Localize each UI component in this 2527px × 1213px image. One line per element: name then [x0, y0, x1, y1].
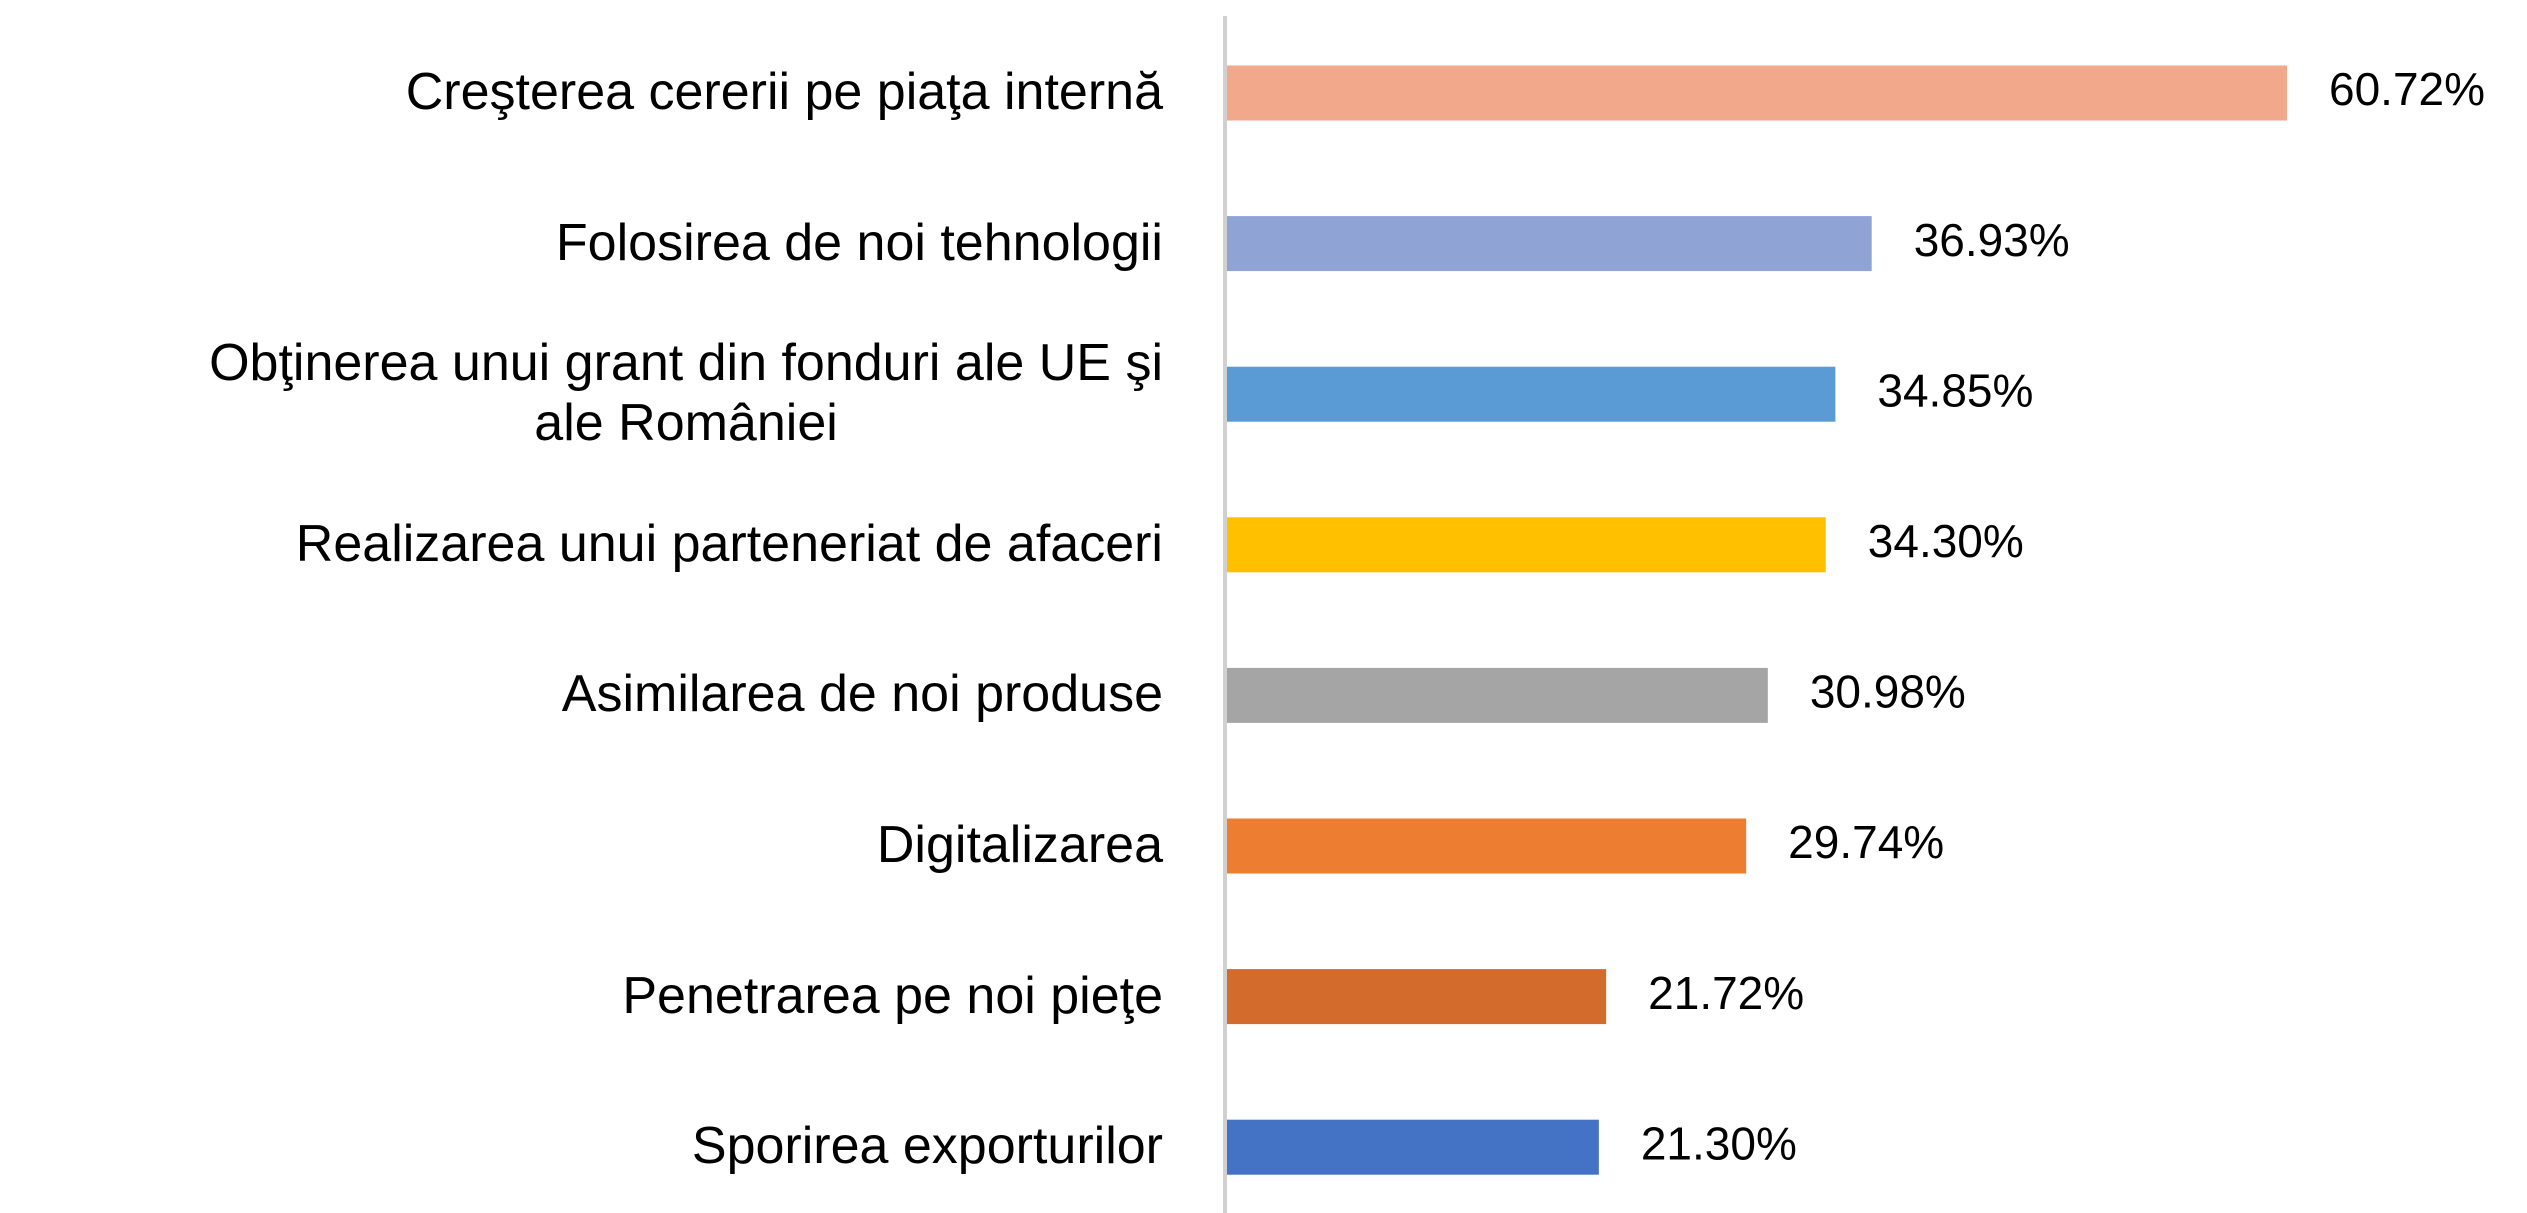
value-label: 29.74% [1788, 816, 1944, 868]
bar [1227, 969, 1607, 1025]
value-label: 21.72% [1648, 967, 1804, 1019]
value-label: 34.85% [1877, 364, 2033, 416]
category-label: Asimilarea de noi produse [561, 665, 1163, 724]
value-label: 34.30% [1868, 515, 2024, 567]
category-label: Penetrarea pe noi pieţe [622, 966, 1163, 1025]
bar [1227, 1119, 1599, 1175]
value-label: 36.93% [1914, 214, 2070, 266]
category-label: Sporirea exporturilor [691, 1117, 1163, 1176]
bar [1227, 818, 1747, 874]
value-label: 30.98% [1810, 666, 1966, 718]
category-label: Creşterea cererii pe piaţa internă [405, 63, 1163, 122]
category-label: Realizarea unui parteneriat de afaceri [295, 514, 1163, 573]
bar [1227, 65, 2287, 121]
value-label: 60.72% [2329, 63, 2485, 115]
bar [1227, 667, 1768, 723]
category-label: Folosirea de noi tehnologii [555, 213, 1163, 272]
category-label: Obţinerea unui grant din fonduri ale UE … [209, 334, 1163, 453]
value-label: 21.30% [1641, 1117, 1797, 1169]
bar [1227, 517, 1826, 573]
category-label: Digitalizarea [876, 816, 1163, 875]
bar [1227, 366, 1836, 422]
bar [1227, 216, 1872, 272]
